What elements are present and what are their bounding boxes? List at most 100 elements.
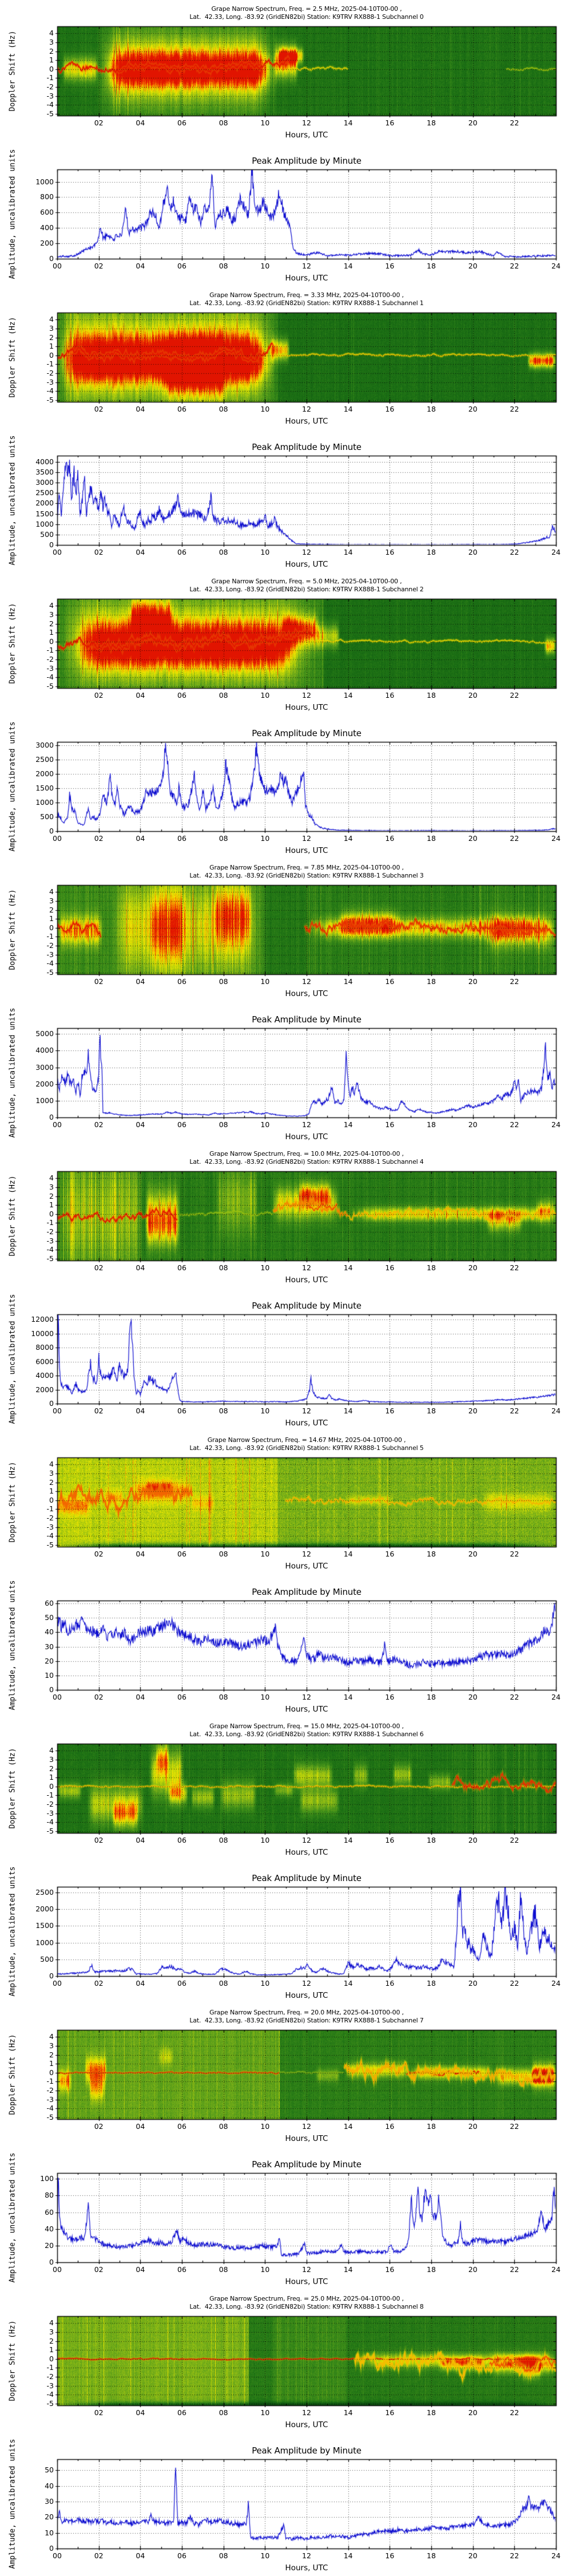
- x-tick-label: 18: [427, 2551, 436, 2560]
- spectrogram-canvas-2: [0, 572, 572, 716]
- y-tick-label: 0: [49, 540, 54, 549]
- x-tick-label: 02: [94, 548, 104, 556]
- y-tick-label: -4: [46, 673, 54, 682]
- x-tick-label: 24: [551, 1693, 561, 1701]
- x-axis-label: Hours, UTC: [285, 274, 328, 283]
- x-tick-label: 14: [343, 977, 353, 986]
- x-tick-label: 02: [94, 834, 104, 843]
- x-tick-label: 22: [510, 1550, 519, 1558]
- y-tick-label: 500: [40, 530, 54, 539]
- x-tick-label: 02: [94, 1406, 104, 1415]
- x-tick-label: 14: [343, 834, 353, 843]
- y-tick-label: 0: [49, 923, 54, 932]
- x-tick-label: 12: [302, 118, 311, 127]
- x-tick-label: 18: [427, 1406, 436, 1415]
- amplitude-canvas-0: [0, 143, 572, 286]
- x-tick-label: 06: [177, 1263, 186, 1272]
- x-axis-label: Hours, UTC: [285, 1132, 328, 1141]
- y-tick-label: 10: [45, 1670, 54, 1680]
- x-tick-label: 20: [468, 834, 478, 843]
- y-tick-label: -5: [46, 109, 54, 118]
- x-tick-label: 20: [468, 2122, 478, 2131]
- y-tick-label: -4: [46, 1818, 54, 1827]
- y-tick-label: -5: [46, 2399, 54, 2408]
- x-tick-label: 06: [177, 1120, 186, 1129]
- x-tick-label: 14: [343, 2551, 353, 2560]
- y-axis-label: Amplitude, uncalibrated units: [8, 149, 17, 279]
- x-tick-label: 16: [385, 1120, 395, 1129]
- y-tick-label: -5: [46, 967, 54, 977]
- spectrogram-title-line2-1: Lat. 42.33, Long. -83.92 (GridEN82bi) St…: [189, 299, 424, 307]
- x-tick-label: 12: [302, 548, 311, 556]
- y-tick-label: 2000: [35, 499, 54, 508]
- x-tick-label: 04: [136, 834, 145, 843]
- x-tick-label: 02: [94, 1120, 104, 1129]
- x-tick-label: 16: [385, 2551, 395, 2560]
- spectrogram-block-7: Grape Narrow Spectrum, Freq. = 20.0 MHz,…: [0, 2004, 572, 2147]
- x-tick-label: 20: [468, 1693, 478, 1701]
- x-tick-label: 08: [219, 1406, 228, 1415]
- y-tick-label: 3: [49, 324, 54, 333]
- x-axis-label: Hours, UTC: [285, 1991, 328, 2000]
- y-tick-label: 0: [49, 2354, 54, 2363]
- x-tick-label: 22: [510, 977, 519, 986]
- x-tick-label: 02: [94, 1836, 104, 1844]
- y-axis-label: Amplitude, uncalibrated units: [8, 1008, 17, 1138]
- y-tick-label: 4: [49, 1746, 54, 1755]
- x-tick-label: 20: [468, 118, 478, 127]
- amplitude-canvas-4: [0, 1288, 572, 1431]
- x-tick-label: 24: [551, 2265, 561, 2274]
- y-tick-label: 0: [49, 64, 54, 73]
- x-tick-label: 14: [343, 1550, 353, 1558]
- y-tick-label: 1: [49, 1200, 54, 1210]
- spectrogram-title-line1-6: Grape Narrow Spectrum, Freq. = 15.0 MHz,…: [209, 1722, 404, 1730]
- amplitude-canvas-2: [0, 716, 572, 859]
- y-tick-label: 1500: [35, 784, 54, 792]
- spectrogram-title-line2-7: Lat. 42.33, Long. -83.92 (GridEN82bi) St…: [189, 2017, 424, 2024]
- x-tick-label: 16: [385, 834, 395, 843]
- x-tick-label: 00: [53, 262, 62, 270]
- y-tick-label: -2: [46, 82, 54, 92]
- spectrogram-canvas-5: [0, 1431, 572, 1574]
- x-tick-label: 14: [343, 2122, 353, 2131]
- x-tick-label: 16: [385, 1693, 395, 1701]
- x-tick-label: 00: [53, 548, 62, 556]
- y-tick-label: -3: [46, 2381, 54, 2390]
- spectrogram-title-line2-5: Lat. 42.33, Long. -83.92 (GridEN82bi) St…: [189, 1444, 424, 1452]
- x-tick-label: 22: [510, 262, 519, 270]
- x-tick-label: 16: [385, 262, 395, 270]
- x-tick-label: 10: [260, 1836, 270, 1844]
- x-axis-label: Hours, UTC: [285, 1419, 328, 1428]
- x-axis-label: Hours, UTC: [285, 989, 328, 998]
- x-tick-label: 04: [136, 262, 145, 270]
- spectrogram-canvas-4: [0, 1145, 572, 1288]
- y-tick-label: 3500: [35, 468, 54, 477]
- spectrogram-block-4: Grape Narrow Spectrum, Freq. = 10.0 MHz,…: [0, 1145, 572, 1288]
- y-tick-label: 1: [49, 1773, 54, 1782]
- y-tick-label: 20: [45, 1656, 54, 1665]
- y-tick-label: 4000: [35, 457, 54, 466]
- x-tick-label: 02: [94, 977, 104, 986]
- amplitude-title-4: Peak Amplitude by Minute: [252, 1301, 362, 1311]
- y-tick-label: -1: [46, 359, 54, 369]
- spectrogram-title-line2-4: Lat. 42.33, Long. -83.92 (GridEN82bi) St…: [189, 1158, 424, 1165]
- x-tick-label: 08: [219, 977, 228, 986]
- x-tick-label: 18: [427, 2122, 436, 2131]
- y-tick-label: 6000: [35, 1357, 54, 1366]
- x-tick-label: 16: [385, 118, 395, 127]
- y-tick-label: 0: [49, 637, 54, 646]
- x-tick-label: 08: [219, 1263, 228, 1272]
- y-tick-label: -1: [46, 73, 54, 82]
- x-tick-label: 00: [53, 1406, 62, 1415]
- x-tick-label: 22: [510, 1693, 519, 1701]
- x-tick-label: 04: [136, 977, 145, 986]
- x-tick-label: 22: [510, 2551, 519, 2560]
- x-tick-label: 16: [385, 1406, 395, 1415]
- amplitude-block-0: Peak Amplitude by Minute 00 02 04 06 08 10 12 14…: [0, 143, 572, 286]
- x-tick-label: 06: [177, 1550, 186, 1558]
- y-tick-label: 1: [49, 2345, 54, 2354]
- x-tick-label: 08: [219, 262, 228, 270]
- x-tick-label: 08: [219, 691, 228, 700]
- y-tick-label: 0: [49, 2068, 54, 2077]
- y-tick-label: -3: [46, 1522, 54, 1531]
